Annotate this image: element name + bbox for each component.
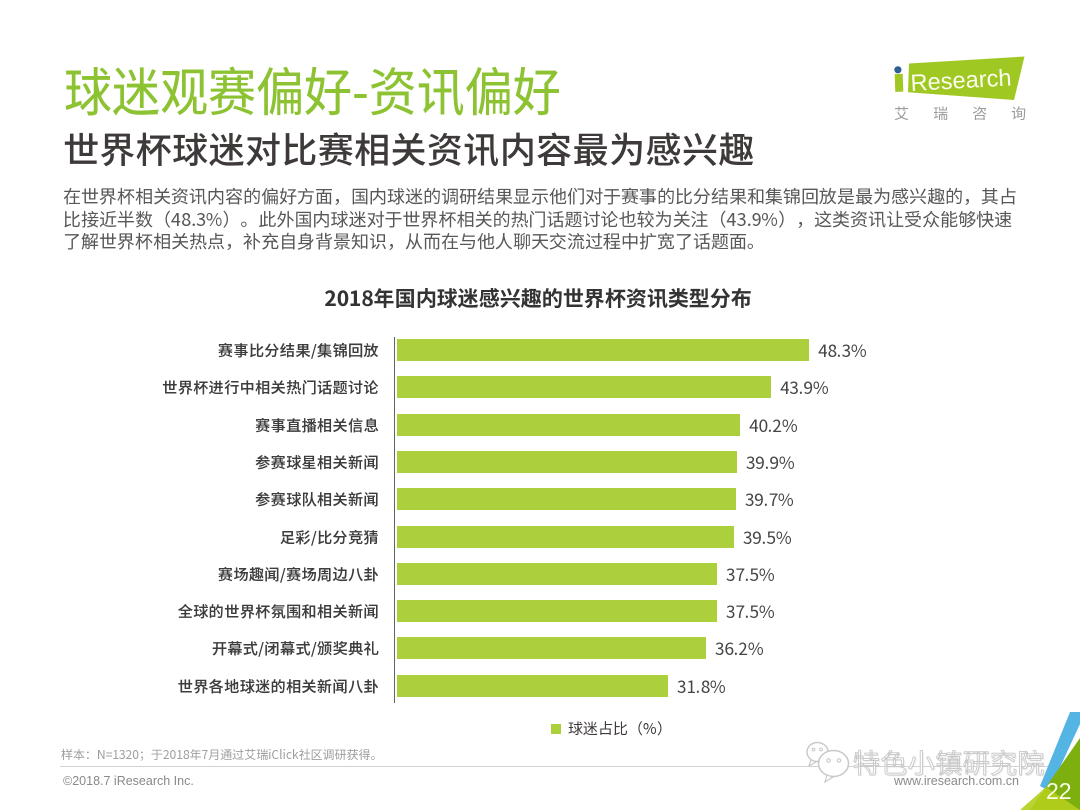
svg-text:艾瑞咨询: 艾瑞咨询 bbox=[894, 103, 1035, 124]
svg-text:Research: Research bbox=[910, 64, 1012, 96]
svg-text:22: 22 bbox=[1046, 778, 1072, 804]
